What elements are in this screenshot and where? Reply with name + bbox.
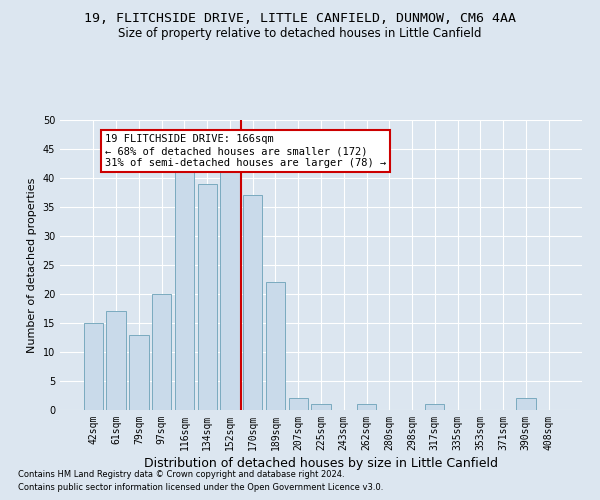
Y-axis label: Number of detached properties: Number of detached properties [27,178,37,352]
Bar [266,282,285,410]
Text: Size of property relative to detached houses in Little Canfield: Size of property relative to detached ho… [118,28,482,40]
Bar [129,334,149,410]
Bar [289,398,308,410]
Bar [425,404,445,410]
Bar [197,184,217,410]
Bar [84,323,103,410]
Text: 19, FLITCHSIDE DRIVE, LITTLE CANFIELD, DUNMOW, CM6 4AA: 19, FLITCHSIDE DRIVE, LITTLE CANFIELD, D… [84,12,516,26]
Text: Contains public sector information licensed under the Open Government Licence v3: Contains public sector information licen… [18,483,383,492]
Bar [220,166,239,410]
Bar [152,294,172,410]
Bar [516,398,536,410]
Bar [357,404,376,410]
Bar [311,404,331,410]
Bar [175,172,194,410]
Bar [243,196,262,410]
Text: Contains HM Land Registry data © Crown copyright and database right 2024.: Contains HM Land Registry data © Crown c… [18,470,344,479]
X-axis label: Distribution of detached houses by size in Little Canfield: Distribution of detached houses by size … [144,457,498,470]
Text: 19 FLITCHSIDE DRIVE: 166sqm
← 68% of detached houses are smaller (172)
31% of se: 19 FLITCHSIDE DRIVE: 166sqm ← 68% of det… [105,134,386,168]
Bar [106,312,126,410]
